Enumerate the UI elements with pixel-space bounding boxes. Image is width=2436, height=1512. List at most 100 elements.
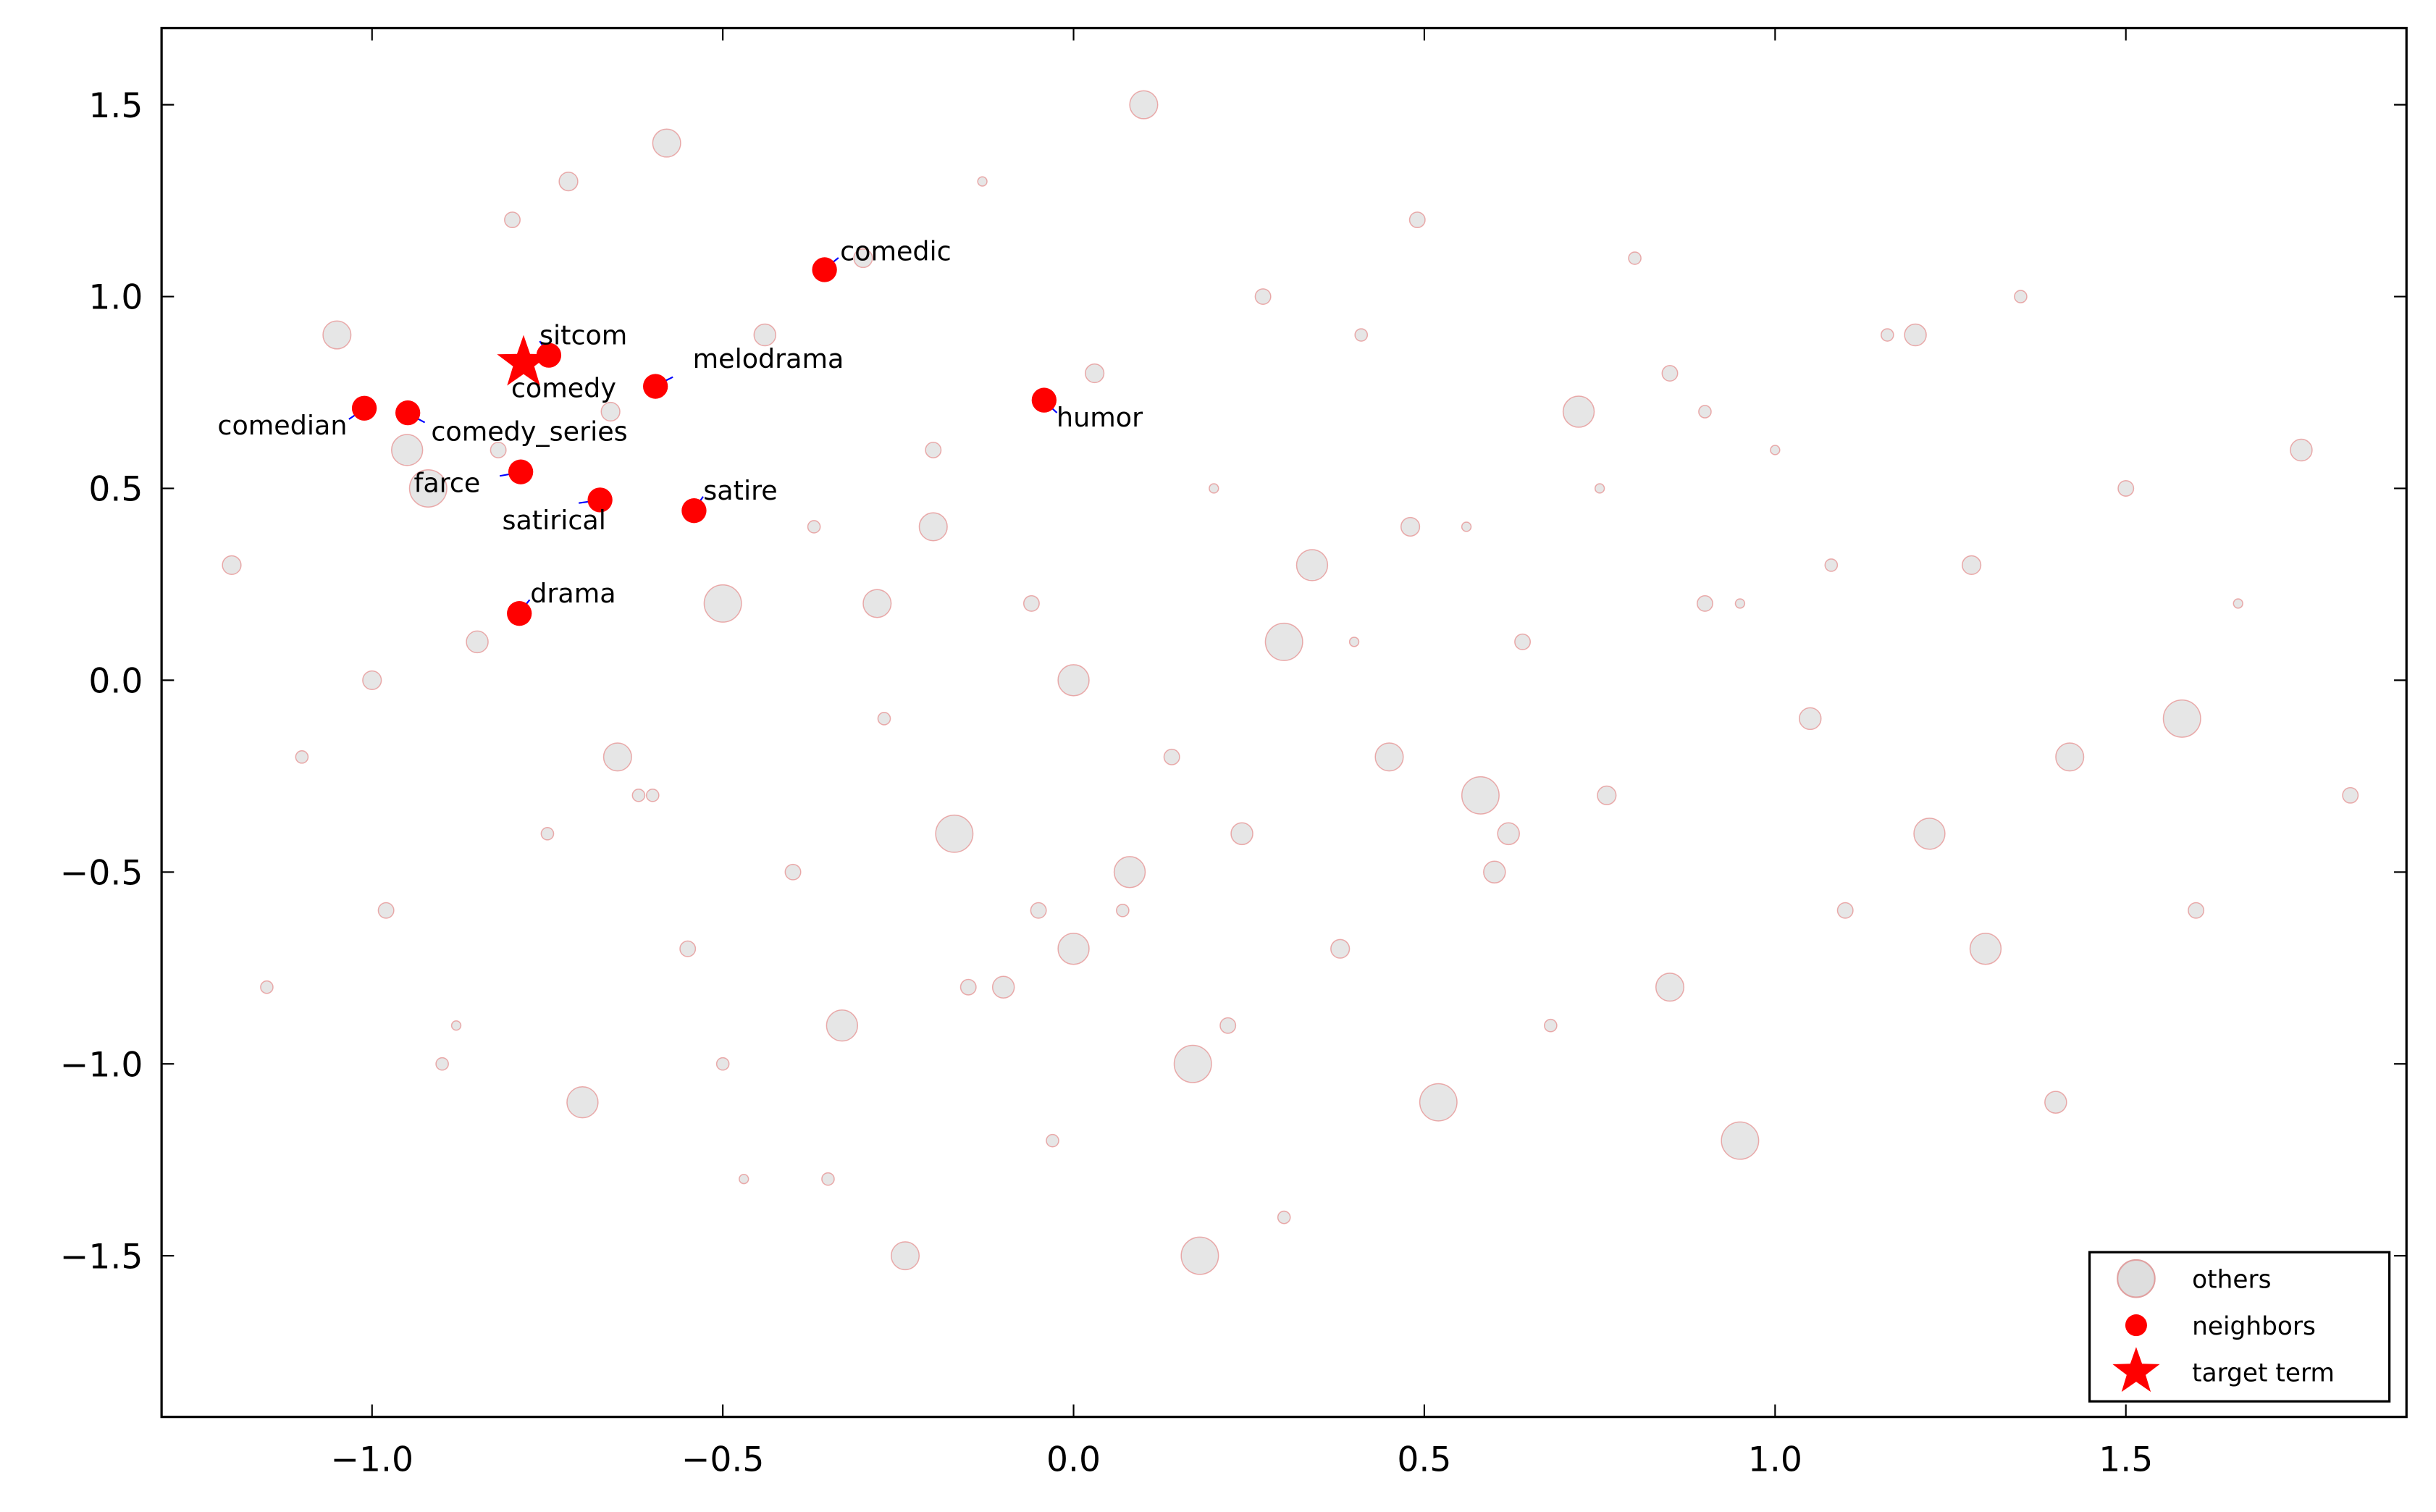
other-point [222,555,242,576]
other-point [1173,1044,1212,1083]
other-point [1721,1121,1760,1160]
other-point [1698,405,1712,419]
other-point [1264,622,1303,661]
other-point [322,320,352,350]
other-point [2290,438,2313,462]
other-point [1562,395,1595,428]
other-point [408,469,448,508]
other-point [1129,90,1159,119]
other-point [295,750,309,764]
x-tick-label: −1.0 [330,1440,413,1480]
other-point [1022,595,1040,612]
other-point [1057,933,1090,965]
other-point [1374,742,1404,772]
other-point [450,1020,462,1031]
other-point [1461,776,1500,815]
x-tick-label: −0.5 [681,1440,765,1480]
other-point [1254,288,1272,306]
point-label: comedy [511,372,616,403]
other-point [1113,856,1146,889]
other-point [1163,748,1180,765]
legend-label: others [2192,1266,2271,1295]
other-point [1030,902,1047,919]
other-point [1219,1017,1237,1034]
point-label: sitcom [539,320,627,351]
other-point [2044,1091,2067,1114]
other-point [390,434,424,466]
point-label: melodrama [693,343,844,374]
neighbor-point [507,601,532,626]
other-point [1770,445,1781,455]
other-point [977,176,988,187]
other-point [862,589,892,618]
point-label: comedian [217,410,347,441]
other-point [959,978,977,996]
other-point [504,211,521,229]
x-tick-label: 1.5 [2099,1440,2153,1480]
x-tick-label: 1.0 [1748,1440,1802,1480]
other-point [377,902,395,919]
point-label: comedic [840,236,952,267]
other-point [1514,633,1532,650]
other-point [715,1057,730,1071]
other-point [1330,938,1351,959]
other-point [600,401,621,422]
other-point [1277,1210,1291,1225]
other-point [1881,328,1894,342]
y-tick-label: −1.5 [60,1237,143,1277]
target-point [497,335,550,386]
other-point [807,520,821,534]
other-point [1824,558,1839,572]
other-point [645,788,660,802]
point-label: humor [1057,402,1143,433]
other-point [1461,521,1472,532]
x-tick-label: 0.0 [1046,1440,1101,1480]
other-point [2117,479,2135,497]
x-tick-label: 0.5 [1397,1440,1451,1480]
other-point [1209,483,1219,494]
other-point [602,742,632,772]
other-point [1046,1133,1059,1148]
other-point [1904,323,1927,347]
neighbor-point [642,374,668,399]
neighbor-point [587,487,613,513]
other-point [540,826,555,841]
point-label: satire [703,475,777,506]
y-tick-label: 0.0 [88,662,143,702]
other-point [1084,363,1105,384]
other-point [2055,742,2085,772]
other-point [1057,664,1090,697]
other-point [784,863,802,881]
other-point [1799,707,1822,731]
other-point [2233,598,2243,609]
other-point [631,788,646,802]
neighbor-point [812,257,837,282]
other-point [558,171,579,192]
other-point [1543,1018,1558,1033]
other-point [753,323,777,347]
other-point [821,1172,835,1186]
other-point [1628,251,1642,265]
other-point [826,1009,859,1042]
other-point [435,1057,449,1071]
other-point [1913,818,1946,850]
neighbor-point [508,459,534,484]
legend-label: neighbors [2192,1312,2316,1341]
other-point [1696,595,1713,612]
other-point [1597,785,1617,805]
other-point [703,584,742,623]
other-point [991,975,1015,999]
point-label: drama [530,578,616,609]
marks: comedic sitcom melodrama humor comedian comed… [217,90,2359,1275]
legend-marker [2117,1259,2156,1298]
other-point [925,441,942,458]
neighbor-point [536,343,562,368]
other-point [1836,902,1854,919]
other-point [1661,365,1679,382]
legend-marker [2125,1314,2147,1337]
other-point [2342,786,2359,804]
other-point [890,1241,920,1271]
other-point [935,814,974,853]
other-point [466,630,489,654]
other-point [1230,822,1253,846]
